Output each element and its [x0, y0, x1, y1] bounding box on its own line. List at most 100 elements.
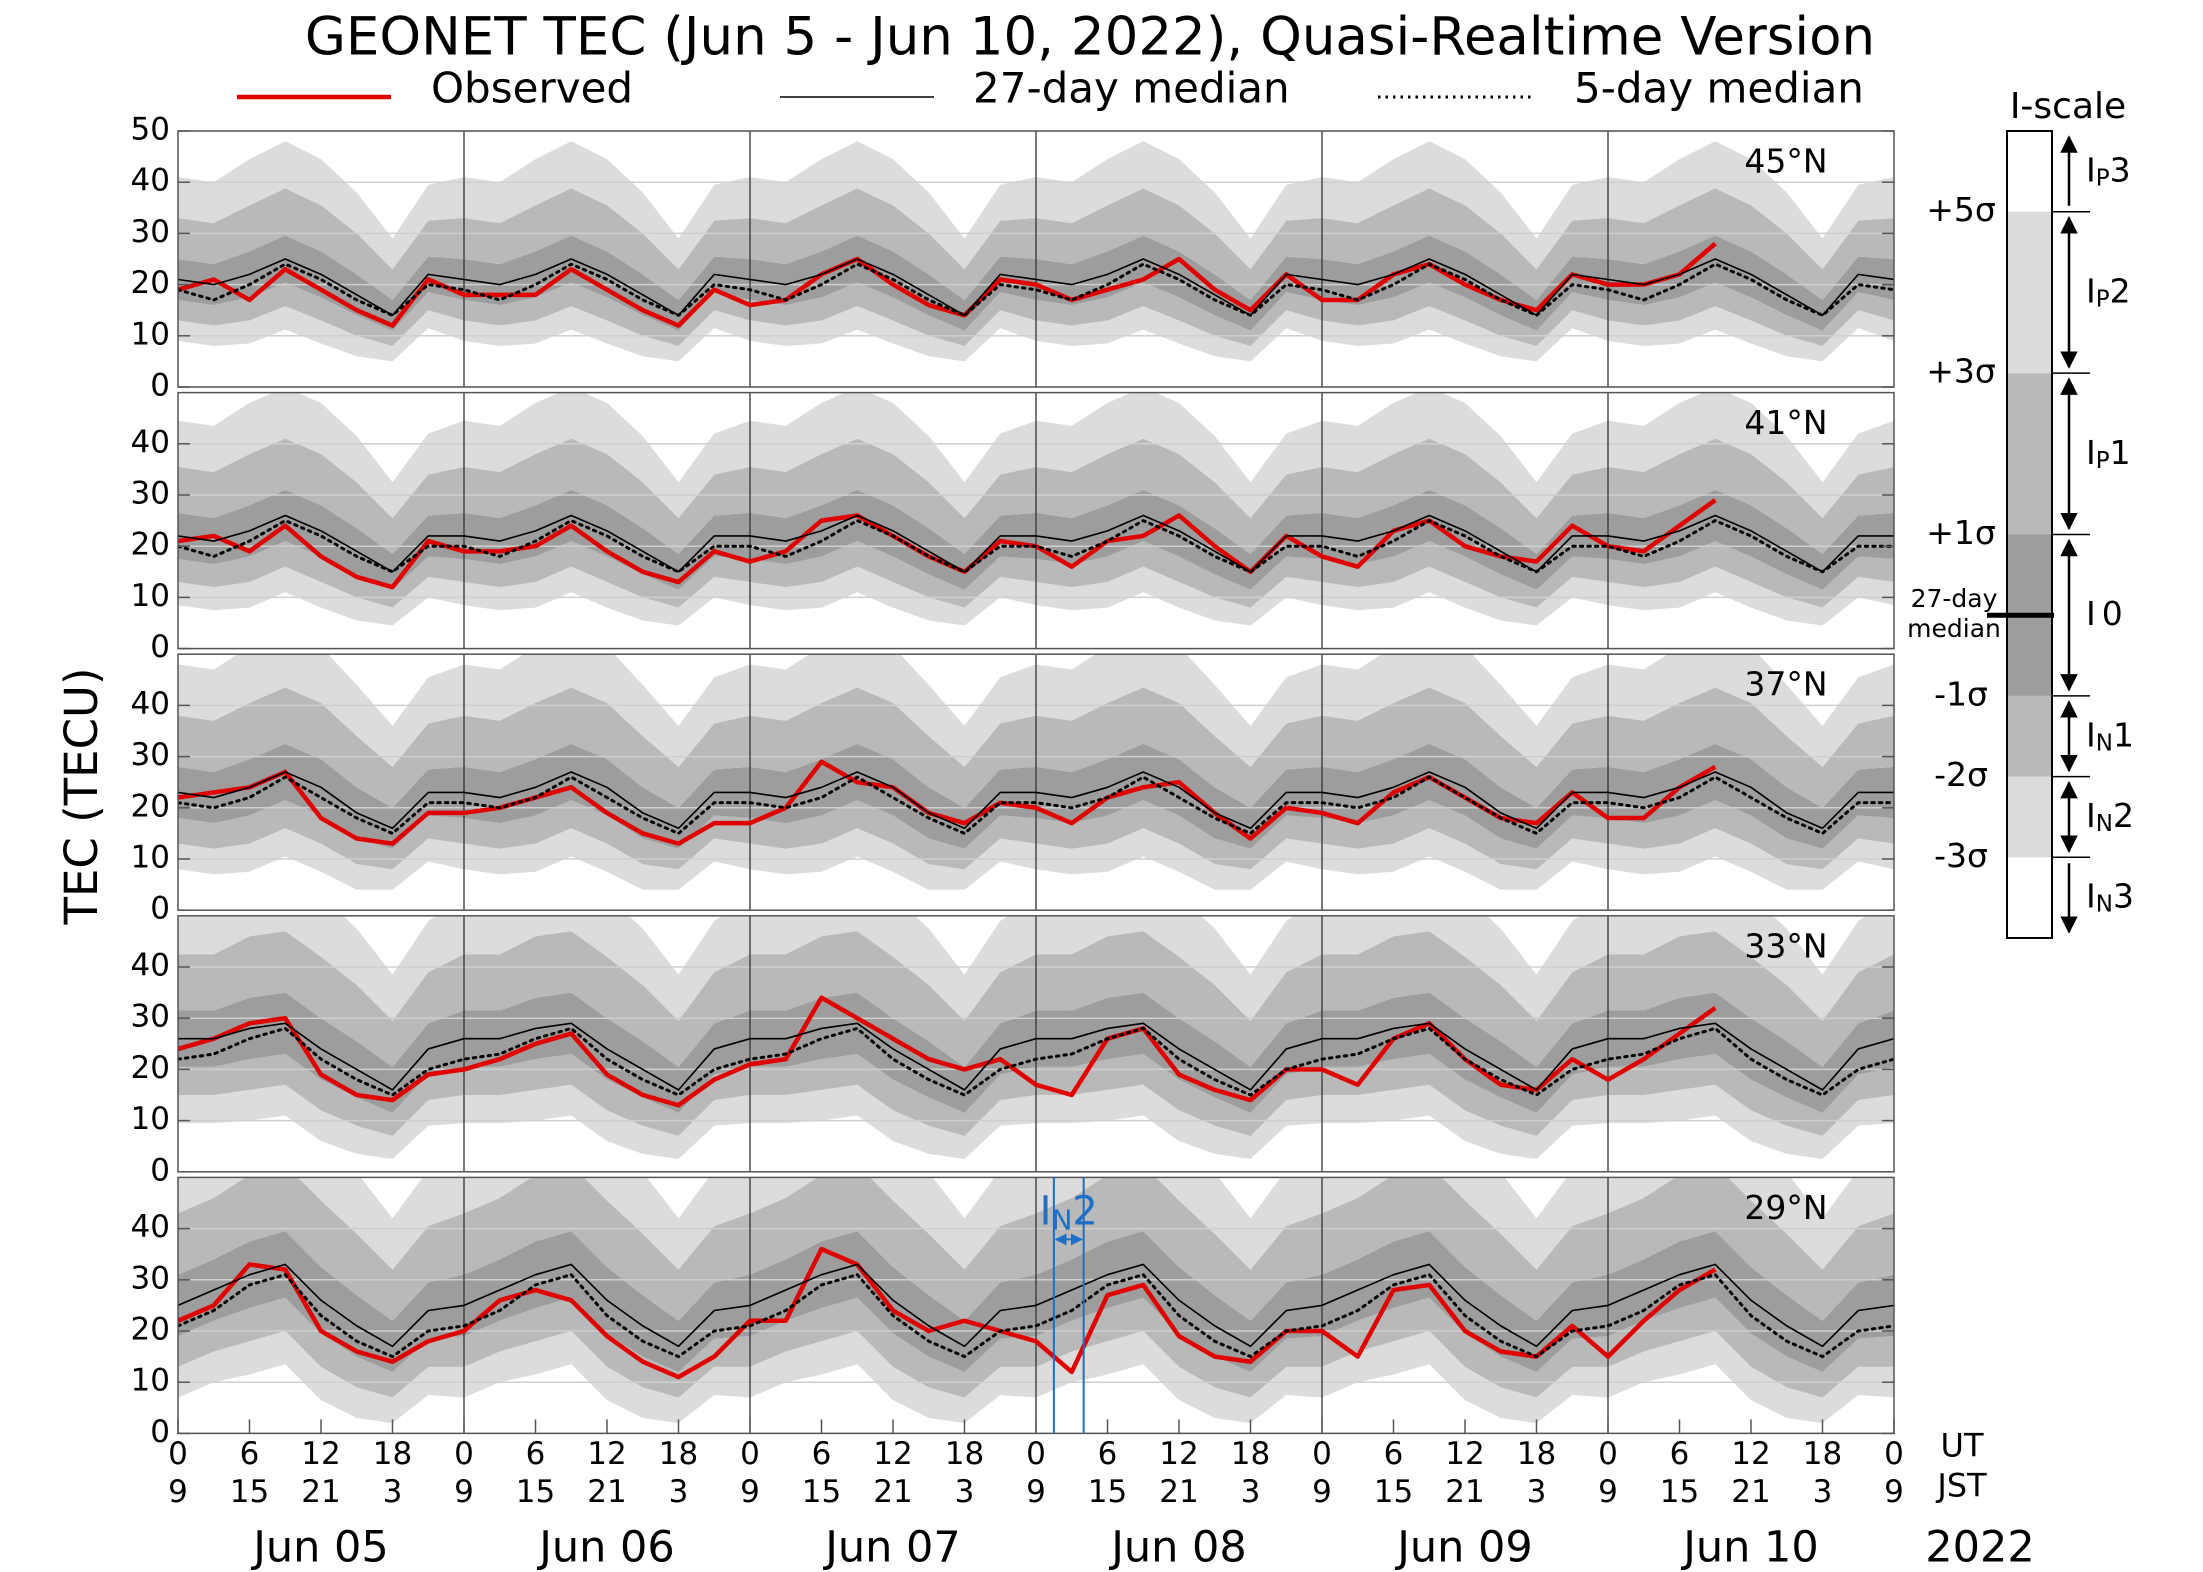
x-tick-label: 0	[454, 1436, 474, 1472]
y-tick-label: 20	[131, 265, 170, 301]
x-tick-label-jst: 3	[669, 1474, 689, 1510]
y-tick-label: 30	[131, 476, 170, 512]
segment-level: 2	[2113, 795, 2134, 834]
x-tick-label: 0	[1598, 1436, 1618, 1472]
annotation-sub: N	[1051, 1203, 1072, 1236]
x-tick-label: 12	[1445, 1436, 1484, 1472]
y-tick-label: 10	[131, 316, 170, 352]
segment-letter: I	[2086, 271, 2096, 310]
iscale-segment-label: IP2	[2086, 271, 2131, 312]
x-tick-label-jst: 9	[1312, 1474, 1332, 1510]
iscale-band	[2007, 776, 2052, 858]
panel-label: 33°N	[1744, 926, 1827, 965]
day-label: Jun 05	[250, 1523, 389, 1572]
x-tick-label: 18	[1517, 1436, 1556, 1472]
y-axis-label: TEC (TECU)	[55, 667, 108, 925]
series-line	[178, 1263, 1894, 1348]
x-tick-label-jst: 21	[587, 1474, 626, 1510]
x-tick-label: 6	[240, 1436, 260, 1472]
x-tick-label-jst: 9	[1598, 1474, 1618, 1510]
y-tick-label: 10	[131, 578, 170, 614]
iscale-level-label: -1σ	[1934, 674, 1988, 713]
x-tick-label: 6	[812, 1436, 832, 1472]
y-tick-label: 10	[131, 1101, 170, 1137]
segment-sub: N	[2096, 810, 2113, 836]
iscale-level-label: -2σ	[1934, 755, 1988, 794]
x-tick-label: 0	[1026, 1436, 1046, 1472]
segment-level: 3	[2113, 876, 2134, 915]
y-tick-label: 10	[131, 840, 170, 876]
x-tick-label-jst: 9	[454, 1474, 474, 1510]
y-tick-label: 30	[131, 214, 170, 250]
segment-letter: I	[2086, 150, 2096, 189]
iscale-segment-label: IP1	[2086, 432, 2131, 473]
segment-letter: I	[2086, 594, 2096, 633]
segment-level: 1	[2110, 432, 2131, 471]
x-tick-label-jst: 21	[873, 1474, 912, 1510]
annotation-level: 2	[1072, 1188, 1097, 1234]
x-tick-label-jst: 3	[1527, 1474, 1547, 1510]
x-tick-label: 18	[373, 1436, 412, 1472]
legend-label: Observed	[431, 64, 633, 113]
x-tick-label-jst: 21	[1445, 1474, 1484, 1510]
annotation-letter: I	[1040, 1188, 1052, 1234]
y-tick-label: 40	[131, 948, 170, 984]
segment-level: 0	[2102, 594, 2123, 633]
x-tick-label: 12	[873, 1436, 912, 1472]
x-tick-label: 6	[1098, 1436, 1118, 1472]
iscale-level-label: +1σ	[1926, 513, 1996, 552]
x-tick-label-jst: 3	[383, 1474, 403, 1510]
series-line	[178, 262, 1894, 317]
y-tick-label: 30	[131, 737, 170, 773]
x-tick-label-jst: 3	[1241, 1474, 1261, 1510]
panel-label: 29°N	[1744, 1188, 1827, 1227]
x-tick-label: 6	[526, 1436, 546, 1472]
x-tick-label: 18	[1231, 1436, 1270, 1472]
iscale-segment-label: IN1	[2086, 715, 2134, 756]
series-line	[178, 519, 1894, 574]
y-tick-label: 0	[150, 891, 170, 927]
y-tick-label: 30	[131, 1260, 170, 1296]
panel-label: 45°N	[1744, 142, 1827, 181]
y-tick-label: 10	[131, 1363, 170, 1399]
iscale-segment-label: IN3	[2086, 876, 2134, 917]
segment-sub: P	[2096, 165, 2110, 191]
y-tick-label: 40	[131, 424, 170, 460]
series-line	[178, 771, 1894, 830]
panel-frame	[177, 130, 1895, 388]
x-tick-label-jst: 15	[1374, 1474, 1413, 1510]
series-line	[178, 1246, 1717, 1380]
x-tick-label-jst: 15	[516, 1474, 555, 1510]
series-line	[178, 775, 1894, 835]
x-tick-label-jst: 9	[168, 1474, 188, 1510]
panel-label: 37°N	[1744, 665, 1827, 704]
iscale-band	[2007, 211, 2052, 374]
iscale-band	[2007, 373, 2052, 535]
iscale-median-label: 27-day	[1911, 584, 1998, 613]
x-tick-label-jst: 9	[1026, 1474, 1046, 1510]
y-tick-label: 20	[131, 527, 170, 563]
segment-level: 1	[2113, 715, 2134, 754]
x-tick-label-jst: 15	[1088, 1474, 1127, 1510]
x-tick-label-jst: 15	[230, 1474, 269, 1510]
x-tick-label-jst: 21	[1159, 1474, 1198, 1510]
iscale-band	[2007, 695, 2052, 777]
panel-frame	[177, 653, 1895, 911]
x-tick-label: 0	[740, 1436, 760, 1472]
series-line	[178, 514, 1894, 573]
segment-level: 3	[2110, 150, 2131, 189]
sigma-band	[178, 915, 1894, 1021]
panel	[178, 1177, 1894, 1434]
x-tick-label: 12	[1159, 1436, 1198, 1472]
iscale-title: I-scale	[2010, 86, 2126, 127]
x-unit-label: JST	[1935, 1466, 1987, 1504]
y-tick-label: 40	[131, 163, 170, 199]
y-tick-label: 40	[131, 686, 170, 722]
series-line	[178, 241, 1717, 328]
panel-frame	[177, 915, 1895, 1173]
panel	[178, 915, 1894, 1172]
series-line	[178, 1273, 1894, 1359]
y-tick-label: 0	[150, 629, 170, 665]
